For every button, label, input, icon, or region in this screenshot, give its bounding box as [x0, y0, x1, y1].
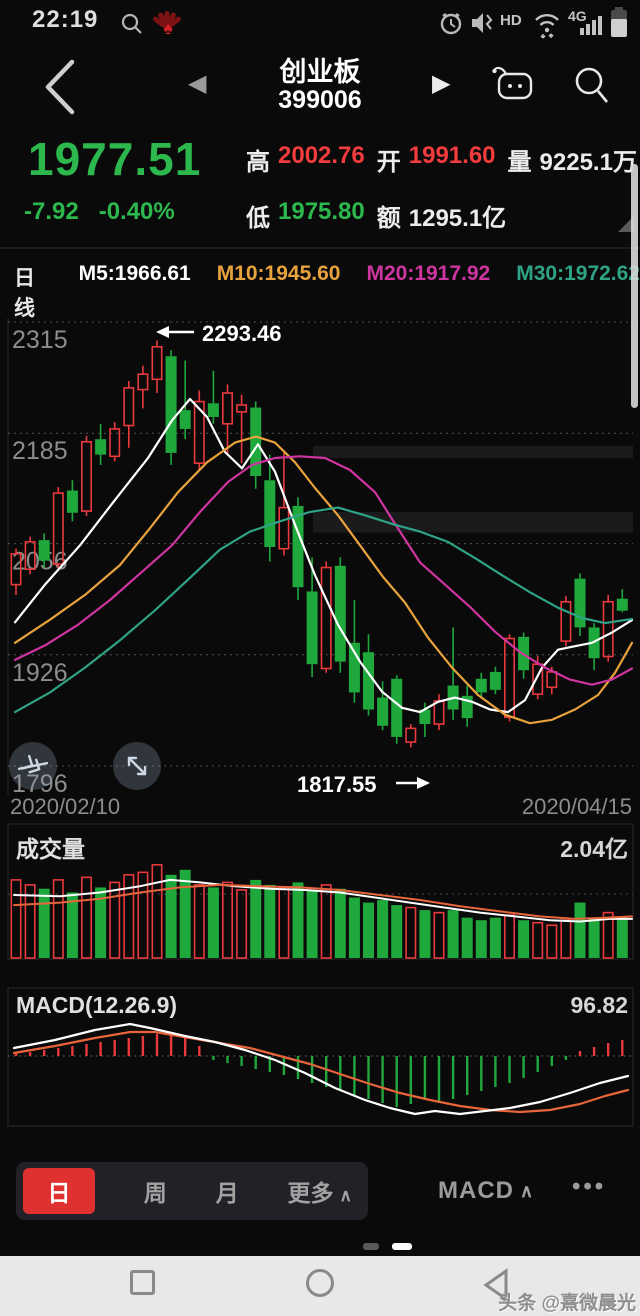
quote-expand-handle[interactable]: [614, 212, 638, 236]
low-value: 1975.80: [278, 198, 365, 225]
svg-text:2315: 2315: [12, 326, 68, 354]
page-dot-inactive: [363, 1243, 379, 1250]
status-vibrate-icon: [472, 13, 493, 33]
open-value: 1991.60: [408, 142, 496, 169]
home-button[interactable]: [306, 1269, 334, 1297]
change-value: -7.92: [24, 198, 79, 225]
ma20-value: M20:1917.92: [366, 262, 491, 285]
svg-text:2293.46: 2293.46: [202, 321, 282, 346]
macd-panel-label: MACD(12.26.9): [16, 992, 178, 1018]
high-label: 高: [246, 149, 270, 176]
quote-row-1: 高 2002.76 开 1991.60 量 9225.1万: [246, 142, 638, 177]
double-arrow-icon: [18, 754, 48, 774]
volume-panel-label: 成交量: [16, 836, 85, 862]
status-alarm-icon: [440, 13, 462, 35]
status-search-icon: [121, 13, 142, 34]
open-label: 开: [376, 149, 401, 176]
macd-chart[interactable]: [0, 986, 640, 1130]
date-end: 2020/04/15: [521, 794, 632, 819]
period-tabbar: 日 周 月 更多 ∧: [16, 1162, 368, 1220]
ma-legend-row: 日线 M5:1966.61 M10:1945.60 M20:1917.92 M3…: [14, 262, 640, 322]
recents-button[interactable]: [130, 1270, 155, 1295]
quote-row-2: 低 1975.80 额 1295.1亿: [246, 198, 638, 233]
chart-tool-button[interactable]: [9, 742, 57, 790]
chevron-up-icon: ∧: [339, 1186, 352, 1205]
expand-icon: [127, 756, 147, 776]
back-nav-button[interactable]: [482, 1268, 512, 1302]
svg-text:2185: 2185: [12, 437, 68, 465]
tab-day[interactable]: 日: [23, 1168, 95, 1214]
change-percent: -0.40%: [98, 198, 175, 225]
last-price: 1977.51: [28, 133, 202, 185]
volume-label: 量: [507, 149, 532, 176]
candles-layer: [10, 340, 628, 748]
volume-current-value: 2.04亿: [560, 836, 628, 862]
robot-assistant-button[interactable]: [492, 62, 536, 108]
svg-text:1817.55: 1817.55: [297, 772, 377, 797]
ma-lines-layer: [13, 397, 634, 725]
svg-text:4G: 4G: [568, 8, 587, 24]
indicator-selector[interactable]: MACD ∧: [438, 1177, 535, 1204]
status-hd-label: HD: [500, 12, 522, 29]
svg-text:1926: 1926: [12, 659, 68, 687]
status-app-logo-icon: ♠: [153, 11, 181, 38]
stock-code: 399006: [278, 86, 362, 114]
back-button[interactable]: [42, 58, 78, 116]
macd-current-value: 96.82: [570, 992, 628, 1018]
prev-stock-button[interactable]: ◀: [188, 70, 207, 97]
price-change: -7.92 -0.40%: [24, 198, 175, 226]
more-options-button[interactable]: •••: [572, 1173, 607, 1200]
date-start: 2020/02/10: [10, 794, 121, 819]
chevron-up-icon: ∧: [520, 1180, 535, 1201]
scrollbar[interactable]: [631, 164, 638, 408]
stock-title: 创业板: [279, 57, 361, 87]
svg-text:1796: 1796: [12, 770, 68, 798]
ma10-value: M10:1945.60: [216, 262, 341, 285]
page-dot-active: [392, 1243, 412, 1250]
period-label: 日线: [14, 267, 35, 320]
volume-value: 9225.1万: [539, 149, 637, 176]
tab-week[interactable]: 周: [143, 1180, 167, 1206]
status-signal-icon: 4G: [568, 8, 602, 35]
next-stock-button[interactable]: ▶: [432, 70, 451, 97]
amount-value: 1295.1亿: [408, 205, 507, 232]
amount-label: 额: [376, 205, 401, 232]
tab-month[interactable]: 月: [215, 1180, 239, 1206]
watermark: 头条 @熹微晨光: [498, 1293, 636, 1314]
search-button[interactable]: [570, 62, 614, 108]
ma5-value: M5:1966.61: [78, 262, 191, 285]
volume-chart[interactable]: [0, 822, 640, 964]
tab-more[interactable]: 更多 ∧: [287, 1180, 352, 1206]
ma30-value: M30:1972.62: [516, 262, 640, 285]
status-battery-icon: [611, 7, 627, 37]
fullscreen-button[interactable]: [113, 742, 161, 790]
high-value: 2002.76: [278, 142, 365, 169]
status-wifi-icon: [535, 14, 559, 39]
status-time: 22:19: [32, 6, 99, 33]
section-divider: [0, 247, 640, 249]
svg-text:♠: ♠: [163, 18, 173, 38]
low-label: 低: [246, 205, 270, 232]
